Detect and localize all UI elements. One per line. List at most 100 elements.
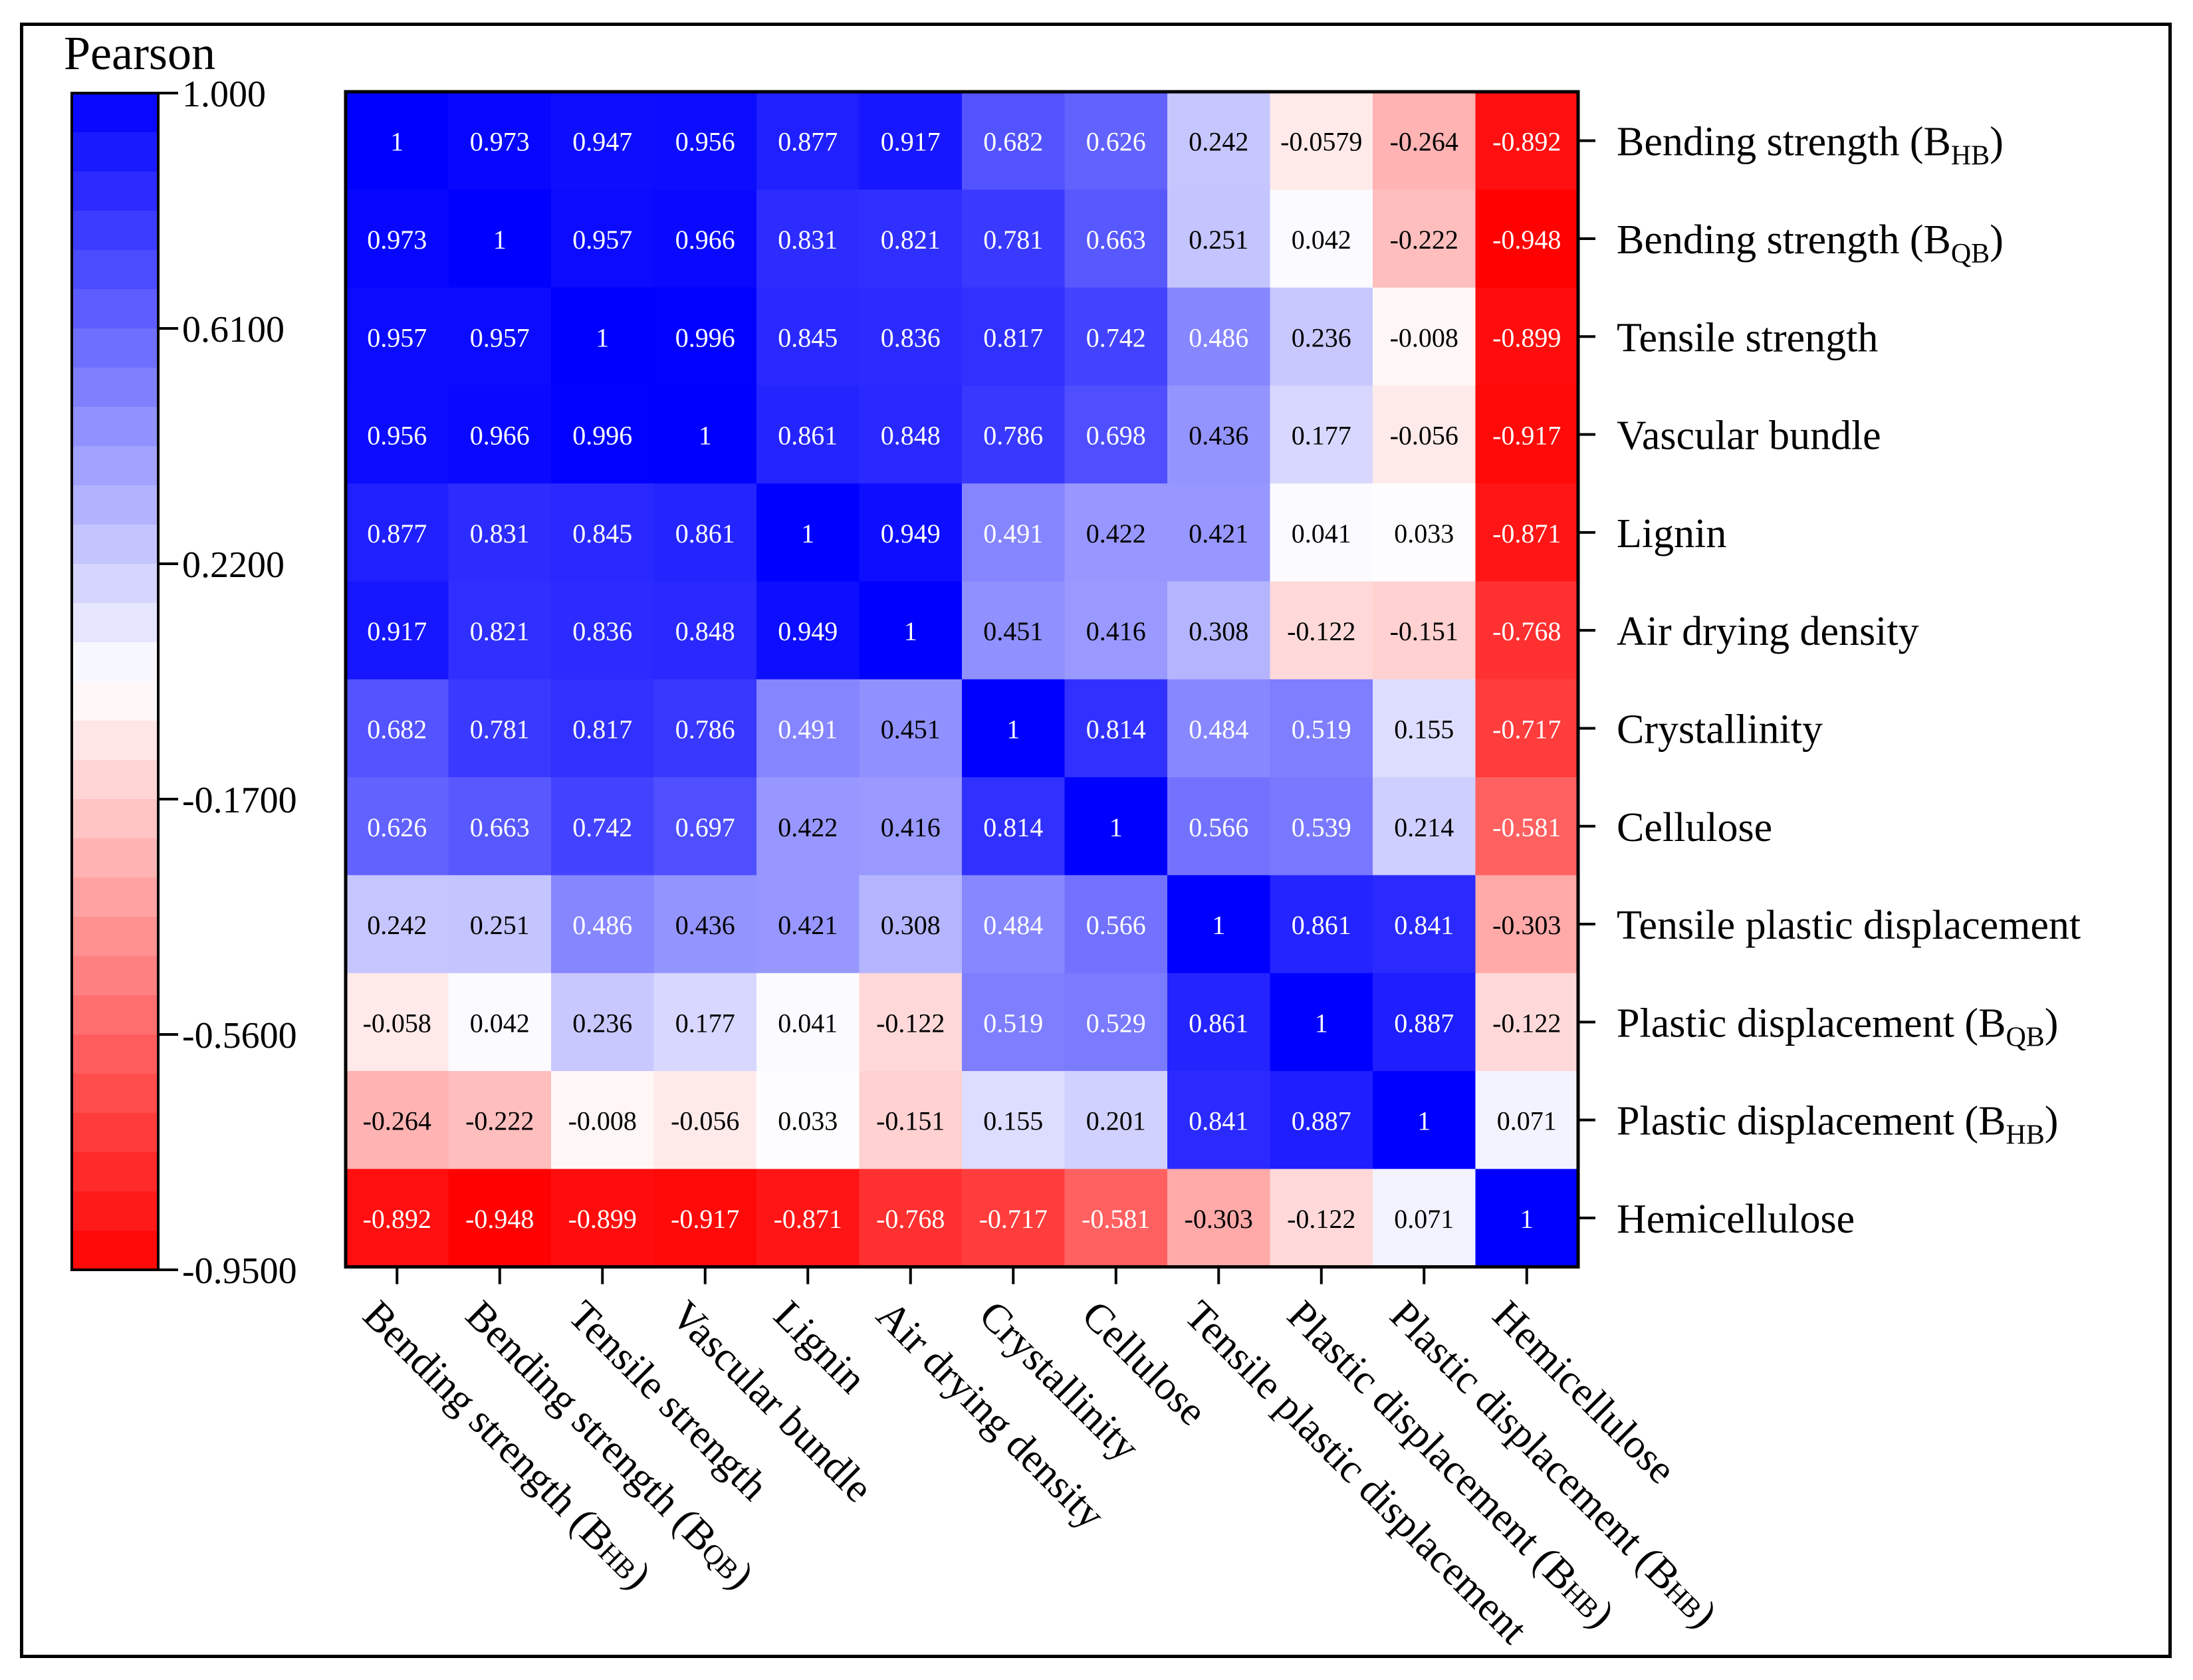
- cell-value-label: 0.422: [1086, 519, 1146, 548]
- cell-value-label: 0.848: [881, 421, 941, 451]
- cell-value-label: 0.566: [1086, 910, 1146, 940]
- cell-value-label: -0.122: [876, 1008, 945, 1038]
- heatmap-cell: [551, 1169, 655, 1268]
- cell-value-label: 0.041: [1292, 519, 1351, 548]
- heatmap-cell: [1064, 1071, 1168, 1169]
- row-label: Cellulose: [1617, 805, 1772, 850]
- heatmap-cell: [1373, 385, 1476, 484]
- cell-value-label: 0.836: [572, 616, 632, 646]
- cell-value-label: 0.956: [675, 127, 735, 157]
- colorbar: 1.000 0.6100 0.2200 -0.1700 -0.5600 -0.9500: [70, 74, 297, 1292]
- row-label: Lignin: [1617, 511, 1726, 556]
- heatmap-cell: [1373, 777, 1476, 876]
- heatmap-cell: [346, 385, 449, 484]
- colorbar-step: [72, 368, 158, 408]
- colorbar-step: [72, 603, 158, 643]
- heatmap-cell: [448, 287, 552, 386]
- heatmap-cell: [1270, 973, 1373, 1072]
- cell-value-label: 0.861: [675, 519, 735, 548]
- heatmap-cell: [1167, 1071, 1271, 1169]
- heatmap-cell: [1475, 287, 1579, 386]
- cell-value-label: 0.781: [470, 714, 530, 744]
- cell-value-label: 0.957: [367, 322, 427, 352]
- cell-value-label: 0.786: [983, 421, 1043, 451]
- heatmap-cell: [1167, 581, 1271, 680]
- cell-value-label: 0.887: [1394, 1008, 1454, 1038]
- heatmap-cell: [1475, 92, 1579, 190]
- heatmap-cell: [1064, 92, 1168, 190]
- heatmap-cell: [1167, 385, 1271, 484]
- cell-value-label: 0.836: [881, 322, 941, 352]
- heatmap-cell: [1373, 875, 1476, 974]
- cell-value-label: 0.663: [470, 812, 530, 842]
- cell-value-label: -0.948: [465, 1204, 534, 1234]
- cell-value-label: 1: [596, 322, 609, 352]
- heatmap-cell: [1270, 679, 1373, 778]
- heatmap-cell: [962, 875, 1066, 974]
- heatmap-cell: [1064, 679, 1168, 778]
- heatmap-cell: [551, 385, 655, 484]
- heatmap-cell: [1373, 1071, 1476, 1169]
- cell-value-label: -0.222: [1390, 225, 1458, 255]
- heatmap-cell: [1475, 875, 1579, 974]
- cell-value-label: -0.122: [1492, 1008, 1561, 1038]
- cell-value-label: 1: [390, 127, 404, 157]
- cell-value-label: 1: [493, 225, 507, 255]
- heatmap-cell: [962, 483, 1066, 582]
- colorbar-step: [72, 407, 158, 447]
- row-labels: Bending strength (BHB) Bending strength (…: [1578, 120, 2081, 1242]
- heatmap-cell: [1167, 189, 1271, 289]
- heatmap-cell: [653, 189, 757, 289]
- cell-value-label: -0.899: [568, 1204, 637, 1234]
- heatmap-cell: [1167, 679, 1271, 778]
- heatmap-cell: [756, 581, 860, 680]
- cell-value-label: 0.451: [881, 714, 941, 744]
- cell-value-label: 0.451: [983, 616, 1043, 646]
- heatmap-cell: [346, 777, 449, 876]
- cell-value-label: 0.421: [778, 910, 838, 940]
- legend-title: Pearson: [64, 27, 215, 80]
- heatmap-cell: [653, 1169, 757, 1268]
- heatmap-cell: [1373, 189, 1476, 289]
- heatmap-cell: [551, 777, 655, 876]
- cell-value-label: 0.996: [675, 322, 735, 352]
- cell-value-label: -0.871: [1492, 519, 1561, 548]
- cell-value-label: 1: [1109, 812, 1123, 842]
- heatmap-cell: [1373, 1169, 1476, 1268]
- heatmap-cell: [756, 679, 860, 778]
- heatmap-cell: [962, 287, 1066, 386]
- cell-value-label: 0.042: [470, 1008, 530, 1038]
- cell-value-label: 0.529: [1086, 1008, 1146, 1038]
- cell-value-label: -0.122: [1287, 616, 1355, 646]
- colorbar-step: [72, 878, 158, 917]
- cell-value-label: 0.887: [1292, 1106, 1351, 1136]
- heatmap-cell: [346, 92, 449, 190]
- colorbar-step: [72, 956, 158, 996]
- colorbar-step: [72, 250, 158, 290]
- heatmap-cell: [346, 973, 449, 1072]
- row-label: Bending strength (BQB): [1617, 217, 2004, 269]
- heatmap-cell: [1373, 581, 1476, 680]
- heatmap-cell: [448, 189, 552, 289]
- cell-value-label: -0.917: [671, 1204, 739, 1234]
- cell-value-label: 0.484: [983, 910, 1043, 940]
- cell-value-label: 0.236: [572, 1008, 632, 1038]
- colorbar-step: [72, 917, 158, 957]
- heatmap-cell: [756, 973, 860, 1072]
- cell-value-label: -0.122: [1287, 1204, 1355, 1234]
- colorbar-step: [72, 564, 158, 604]
- cell-value-label: 0.242: [1189, 127, 1248, 157]
- heatmap-cell: [448, 1071, 552, 1169]
- heatmap-cell: [1064, 777, 1168, 876]
- heatmap-cell: [859, 483, 963, 582]
- heatmap-cell: [1064, 1169, 1168, 1268]
- heatmap-cell: [448, 973, 552, 1072]
- heatmap-cell: [1064, 287, 1168, 386]
- heatmap-cell: [962, 1071, 1066, 1169]
- heatmap-cell: [756, 287, 860, 386]
- heatmap-cell: [756, 92, 860, 190]
- heatmap-cell: [448, 483, 552, 582]
- cell-value-label: 0.177: [675, 1008, 735, 1038]
- cell-value-label: 0.697: [675, 812, 735, 842]
- heatmap-cell: [1475, 1169, 1579, 1268]
